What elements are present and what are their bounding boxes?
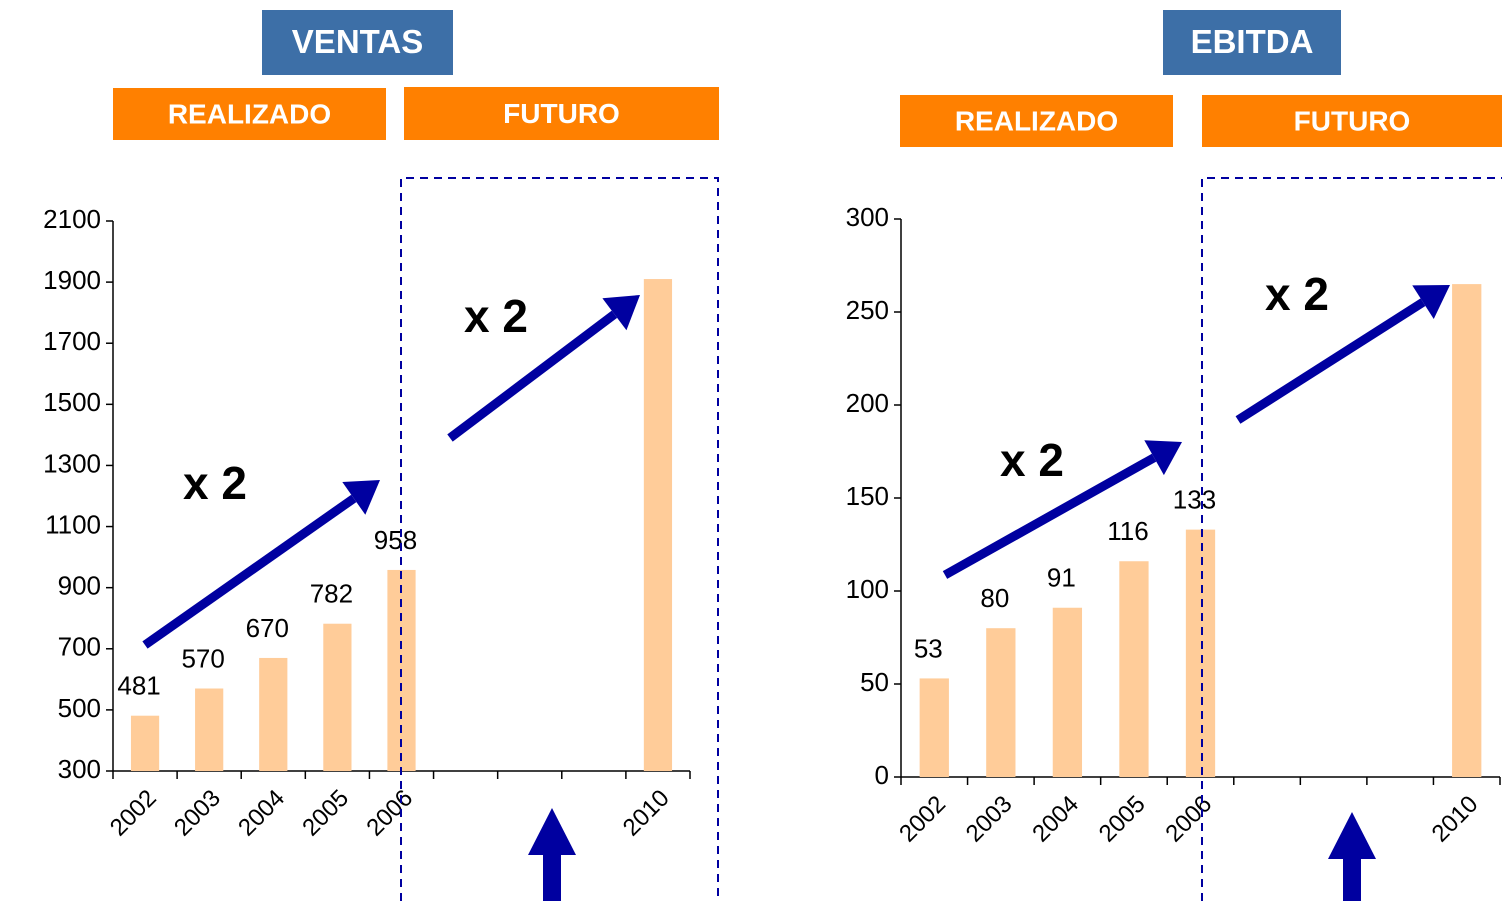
y-tick-label: 250 [846,295,889,325]
arrow-head [342,480,380,515]
data-label: 958 [374,525,417,555]
y-tick-label: 50 [860,667,889,697]
x-tick-label: 2005 [1094,791,1151,848]
y-tick-label: 200 [846,388,889,418]
x-tick-label: 2002 [894,791,951,848]
x-tick-label: 2010 [618,785,675,842]
x-tick-label: 2005 [297,785,354,842]
x-tick-label: 2003 [169,785,226,842]
section-label: FUTURO [1294,105,1411,136]
bar [1119,561,1149,777]
arrow-shaft [142,494,357,649]
arrow-shaft [1235,298,1426,424]
up-arrow-shaft [543,853,561,901]
section-label: REALIZADO [168,98,331,129]
data-label: 670 [246,613,289,643]
y-tick-label: 0 [875,760,889,790]
up-arrow-shaft [1343,857,1361,901]
data-label: 570 [181,643,224,673]
y-tick-label: 700 [58,632,101,662]
y-tick-label: 1700 [43,326,101,356]
section-box [113,88,386,140]
x-tick-label: 2006 [1160,791,1217,848]
y-tick-label: 300 [846,202,889,232]
data-label: 133 [1173,484,1216,514]
data-label: 116 [1107,516,1148,546]
bar [1185,529,1216,777]
arrow-shaft [942,453,1157,579]
arrow-head [1412,285,1450,320]
bar [1052,607,1083,777]
y-tick-label: 1100 [45,509,101,539]
bar [130,715,160,771]
up-arrow-head [1328,812,1376,859]
y-tick-label: 100 [846,574,889,604]
data-label: 53 [914,633,943,663]
annotation: x 2 [464,290,528,342]
y-tick-label: 1300 [43,448,101,478]
arrow-shaft [447,310,618,442]
y-tick-label: 900 [58,571,101,601]
y-tick-label: 1900 [43,265,101,295]
y-tick-label: 1500 [43,387,101,417]
bar [919,678,949,777]
bar [643,279,673,771]
section-label: FUTURO [503,98,620,129]
future-frame [400,177,719,901]
chart-title: VENTAS [292,23,423,60]
x-tick-label: 2004 [233,785,290,842]
y-tick-label: 150 [846,481,889,511]
arrow-head [602,295,640,331]
section-label: REALIZADO [955,105,1118,136]
x-tick-label: 2010 [1427,791,1484,848]
y-tick-label: 300 [58,754,101,784]
data-label: 80 [980,583,1009,613]
section-box [1202,95,1502,147]
data-label: 91 [1047,563,1076,593]
annotation: x 2 [1000,434,1064,486]
x-tick-label: 2003 [961,791,1018,848]
up-arrow-head [528,808,576,855]
title-box [262,10,453,75]
section-box [404,87,719,140]
future-frame [1201,177,1502,901]
bar [195,688,224,771]
x-tick-label: 2002 [105,785,162,842]
y-tick-label: 2100 [43,204,101,234]
annotation: x 2 [1265,268,1329,320]
x-tick-label: 2004 [1027,791,1084,848]
title-box [1163,10,1341,75]
arrow-head [1144,440,1182,476]
bar [259,657,288,771]
chart-title: EBITDA [1191,23,1314,60]
section-box [900,95,1173,147]
annotation: x 2 [183,457,247,509]
x-tick-label: 2006 [361,785,418,842]
bar [323,623,352,771]
data-label: 782 [310,579,353,609]
y-tick-label: 500 [58,693,101,723]
bar [1452,284,1482,777]
bar [986,628,1016,777]
data-label: 481 [117,671,160,701]
